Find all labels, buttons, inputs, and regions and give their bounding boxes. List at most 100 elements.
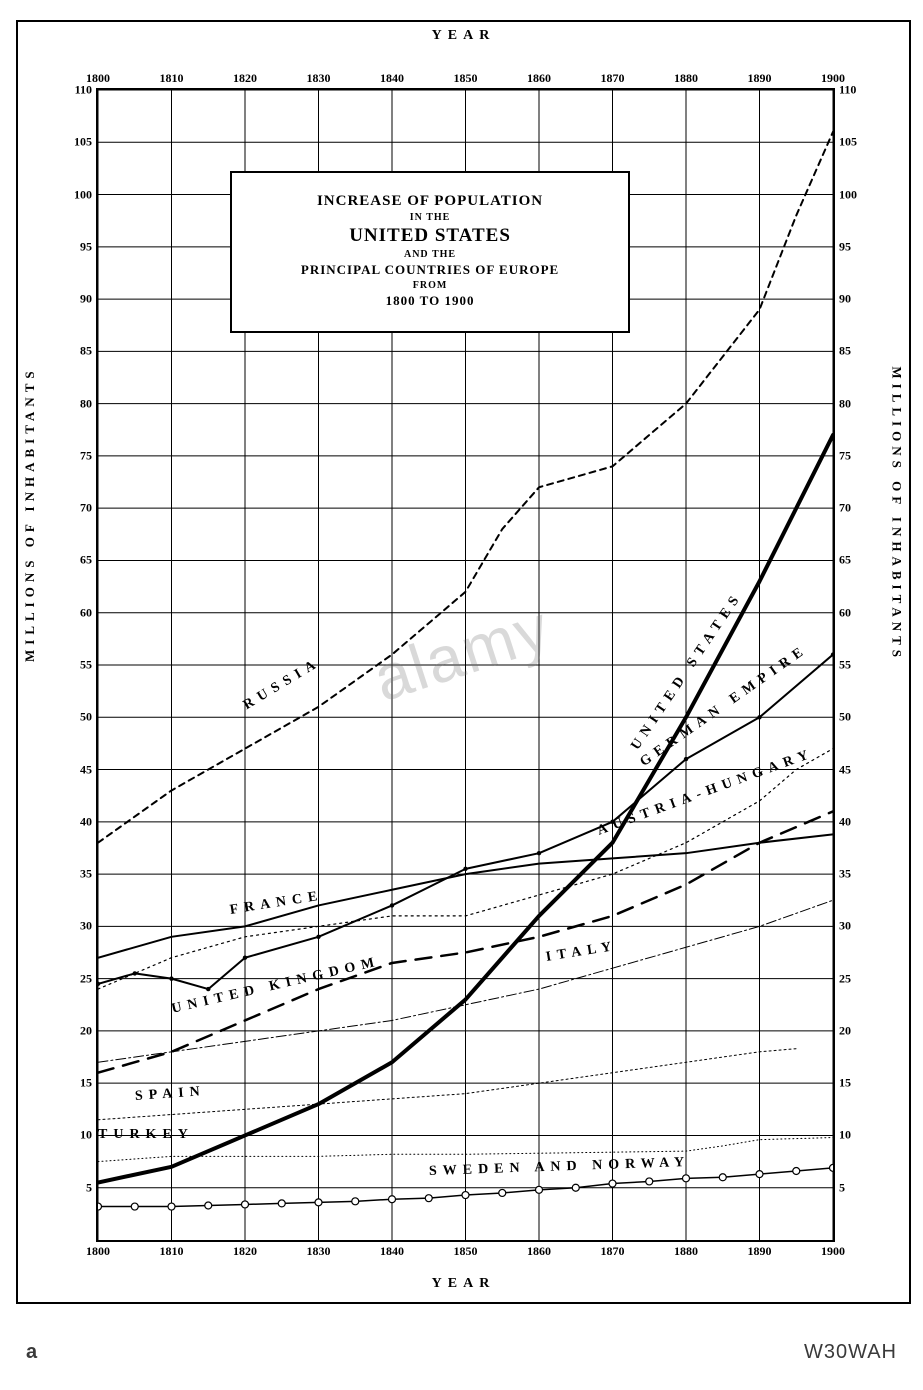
y-tick-left: 100 — [74, 187, 98, 202]
title-line: UNITED STATES — [246, 225, 614, 247]
marker-circle — [242, 1201, 249, 1208]
title-line: PRINCIPAL COUNTRIES OF EUROPE — [246, 262, 614, 278]
title-line: 1800 TO 1900 — [246, 293, 614, 309]
footer-right: W30WAH — [804, 1341, 897, 1364]
marker-circle — [646, 1178, 653, 1185]
marker-circle — [315, 1199, 322, 1206]
x-tick-top: 1850 — [454, 71, 478, 90]
y-tick-right: 100 — [833, 187, 857, 202]
y-tick-left: 60 — [80, 605, 98, 620]
y-tick-left: 10 — [80, 1128, 98, 1143]
x-tick-top: 1880 — [674, 71, 698, 90]
marker-circle — [830, 1164, 834, 1171]
y-tick-left: 55 — [80, 658, 98, 673]
marker-circle — [278, 1200, 285, 1207]
marker-circle — [131, 1203, 138, 1210]
y-tick-right: 90 — [833, 292, 851, 307]
marker-circle — [462, 1192, 469, 1199]
series-label-turkey: TURKEY — [98, 1127, 194, 1143]
chart-plot-area: 5510101515202025253030353540404545505055… — [96, 88, 835, 1242]
y-tick-left: 70 — [80, 501, 98, 516]
y-tick-left: 20 — [80, 1023, 98, 1038]
y-tick-right: 60 — [833, 605, 851, 620]
y-tick-right: 10 — [833, 1128, 851, 1143]
marker-circle — [756, 1171, 763, 1178]
marker-circle — [719, 1174, 726, 1181]
marker-circle — [168, 1203, 175, 1210]
y-tick-left: 15 — [80, 1076, 98, 1091]
x-tick-top: 1840 — [380, 71, 404, 90]
x-tick-top: 1890 — [748, 71, 772, 90]
y-tick-right: 15 — [833, 1076, 851, 1091]
y-tick-left: 45 — [80, 762, 98, 777]
x-tick-top: 1820 — [233, 71, 257, 90]
y-tick-left: 65 — [80, 553, 98, 568]
y-tick-right: 30 — [833, 919, 851, 934]
marker-circle — [499, 1189, 506, 1196]
y-tick-right: 45 — [833, 762, 851, 777]
x-tick-bottom: 1850 — [454, 1240, 478, 1259]
marker-circle — [793, 1168, 800, 1175]
x-tick-bottom: 1900 — [821, 1240, 845, 1259]
marker-dot — [133, 971, 137, 975]
y-tick-right: 55 — [833, 658, 851, 673]
x-tick-bottom: 1880 — [674, 1240, 698, 1259]
y-tick-left: 40 — [80, 814, 98, 829]
y-tick-left: 50 — [80, 710, 98, 725]
y-tick-right: 85 — [833, 344, 851, 359]
y-tick-left: 25 — [80, 971, 98, 986]
y-tick-right: 50 — [833, 710, 851, 725]
y-tick-right: 75 — [833, 448, 851, 463]
marker-circle — [572, 1184, 579, 1191]
y-tick-right: 80 — [833, 396, 851, 411]
marker-dot — [206, 987, 210, 991]
x-tick-bottom: 1890 — [748, 1240, 772, 1259]
marker-dot — [537, 851, 541, 855]
marker-dot — [463, 867, 467, 871]
title-line: FROM — [246, 280, 614, 291]
x-axis-title-bottom: YEAR — [18, 1276, 909, 1292]
x-tick-bottom: 1870 — [601, 1240, 625, 1259]
y-tick-left: 95 — [80, 239, 98, 254]
footer-left: a — [26, 1341, 37, 1364]
x-tick-top: 1800 — [86, 71, 110, 90]
x-tick-top: 1810 — [160, 71, 184, 90]
marker-circle — [536, 1186, 543, 1193]
x-tick-top: 1870 — [601, 71, 625, 90]
y-tick-left: 75 — [80, 448, 98, 463]
page-root: YEAR YEAR MILLIONS OF INHABITANTS MILLIO… — [0, 0, 923, 1390]
y-tick-left: 35 — [80, 867, 98, 882]
marker-circle — [683, 1175, 690, 1182]
y-tick-right: 65 — [833, 553, 851, 568]
marker-circle — [389, 1196, 396, 1203]
x-tick-bottom: 1820 — [233, 1240, 257, 1259]
y-tick-left: 90 — [80, 292, 98, 307]
marker-circle — [609, 1180, 616, 1187]
y-tick-left: 85 — [80, 344, 98, 359]
x-tick-top: 1830 — [307, 71, 331, 90]
marker-circle — [425, 1195, 432, 1202]
title-line: AND THE — [246, 249, 614, 260]
marker-circle — [98, 1203, 102, 1210]
x-axis-title-top: YEAR — [18, 28, 909, 44]
x-tick-bottom: 1860 — [527, 1240, 551, 1259]
y-tick-left: 5 — [86, 1180, 98, 1195]
marker-dot — [684, 757, 688, 761]
marker-dot — [243, 956, 247, 960]
y-tick-right: 5 — [833, 1180, 845, 1195]
title-line: IN THE — [246, 212, 614, 223]
marker-dot — [757, 715, 761, 719]
y-tick-right: 25 — [833, 971, 851, 986]
marker-circle — [205, 1202, 212, 1209]
marker-dot — [390, 903, 394, 907]
y-tick-left: 105 — [74, 135, 98, 150]
marker-circle — [352, 1198, 359, 1205]
title-line: INCREASE OF POPULATION — [246, 193, 614, 210]
y-tick-right: 35 — [833, 867, 851, 882]
y-tick-right: 95 — [833, 239, 851, 254]
y-tick-right: 20 — [833, 1023, 851, 1038]
y-tick-right: 70 — [833, 501, 851, 516]
x-tick-bottom: 1830 — [307, 1240, 331, 1259]
y-axis-title-left: MILLIONS OF INHABITANTS — [22, 366, 38, 662]
x-tick-top: 1900 — [821, 71, 845, 90]
